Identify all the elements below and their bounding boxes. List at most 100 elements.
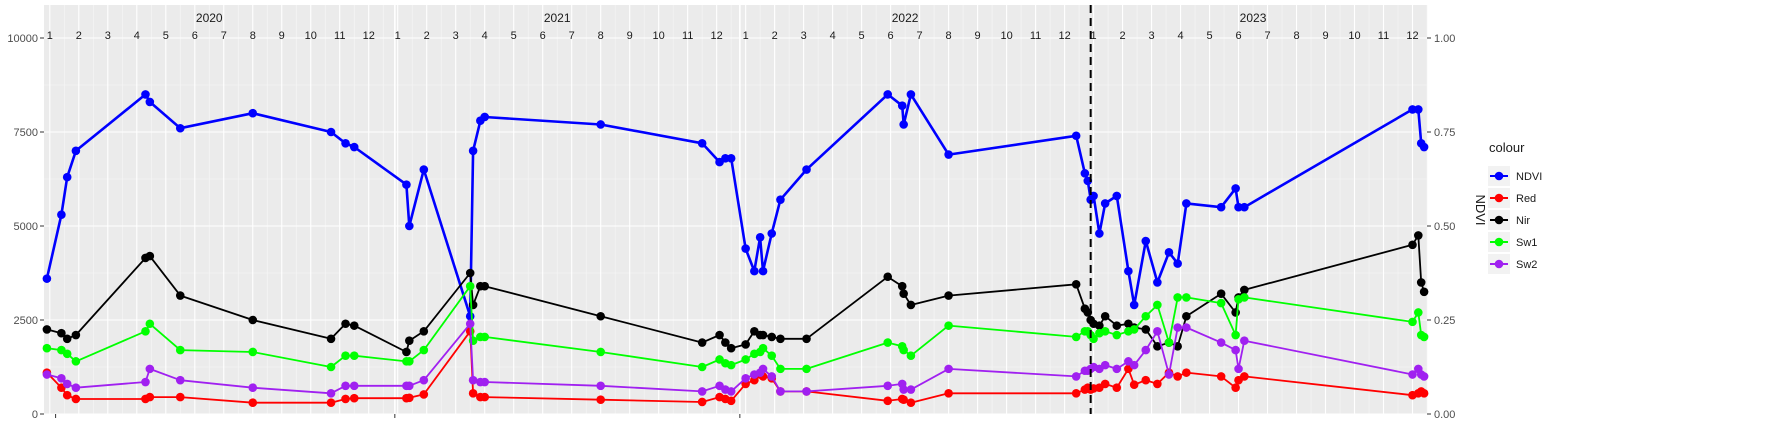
data-point-sw2 xyxy=(468,375,478,385)
month-label: 10 xyxy=(1348,30,1360,42)
series-ndvi xyxy=(42,90,1429,321)
y2-axis-title: NDVI xyxy=(1473,194,1488,225)
data-point-sw1 xyxy=(465,281,475,291)
month-label: 2 xyxy=(1120,30,1126,42)
data-point-nir xyxy=(405,336,414,345)
data-point-sw2 xyxy=(1182,323,1191,332)
data-point-nir xyxy=(145,251,155,261)
data-point-sw2 xyxy=(1408,370,1417,379)
month-label: 4 xyxy=(482,30,488,42)
data-point-red xyxy=(1182,368,1191,377)
data-point-sw2 xyxy=(419,375,429,385)
data-point-sw2 xyxy=(758,364,768,374)
data-point-sw1 xyxy=(596,347,605,357)
data-point-sw2 xyxy=(1112,364,1122,374)
data-point-sw2 xyxy=(175,375,185,385)
data-point-ndvi xyxy=(1141,236,1151,246)
month-label: 4 xyxy=(1177,30,1183,42)
y-tick-label: 0 xyxy=(32,409,38,421)
month-label: 6 xyxy=(1235,30,1241,42)
data-point-nir xyxy=(1419,287,1429,297)
month-label: 9 xyxy=(627,30,633,42)
data-point-sw2 xyxy=(141,377,150,387)
x-axis xyxy=(55,414,741,418)
data-point-nir xyxy=(1408,240,1417,250)
data-point-sw1 xyxy=(62,349,72,359)
data-point-nir xyxy=(767,332,777,342)
data-point-sw1 xyxy=(1164,338,1174,347)
data-point-nir xyxy=(697,338,707,347)
data-point-sw1 xyxy=(1419,332,1429,342)
data-point-ndvi xyxy=(1240,202,1249,212)
month-label: 12 xyxy=(711,30,723,42)
data-point-sw1 xyxy=(326,362,336,372)
data-point-nir xyxy=(1416,278,1426,287)
data-point-ndvi xyxy=(419,165,429,174)
month-label: 8 xyxy=(1293,30,1299,42)
data-point-nir xyxy=(71,330,81,340)
series-line-nir xyxy=(46,234,1425,353)
data-point-ndvi xyxy=(906,90,916,99)
data-point-sw2 xyxy=(405,381,414,391)
legend-label: NDVI xyxy=(1516,171,1542,183)
data-point-ndvi xyxy=(776,195,785,204)
year-label: 2023 xyxy=(1240,11,1267,25)
data-point-nir xyxy=(1231,308,1240,317)
data-point-sw2 xyxy=(906,385,916,394)
data-point-sw1 xyxy=(349,351,359,361)
data-point-sw1 xyxy=(1100,326,1110,336)
series-line-sw2 xyxy=(46,322,1425,395)
data-point-ndvi xyxy=(1095,229,1104,238)
legend-label: Sw1 xyxy=(1516,237,1537,249)
month-label: 2 xyxy=(76,30,82,42)
month-label: 3 xyxy=(453,30,459,42)
series-layer xyxy=(42,90,1429,408)
month-label: 4 xyxy=(830,30,836,42)
data-point-sw2 xyxy=(1071,372,1081,381)
data-point-nir xyxy=(465,268,475,278)
data-point-ndvi xyxy=(750,266,759,276)
month-label: 6 xyxy=(540,30,546,42)
month-label: 1 xyxy=(743,30,749,42)
legend-label: Sw2 xyxy=(1516,259,1537,271)
data-point-red xyxy=(419,390,429,399)
data-point-ndvi xyxy=(42,274,52,283)
data-point-nir xyxy=(899,289,908,298)
data-point-sw1 xyxy=(883,338,893,347)
data-point-nir xyxy=(776,334,785,344)
data-point-ndvi xyxy=(326,127,336,137)
y2-tick-label: 0.75 xyxy=(1434,127,1455,139)
data-point-sw1 xyxy=(1071,332,1081,342)
data-point-sw2 xyxy=(899,385,908,394)
data-point-ndvi xyxy=(899,120,908,129)
data-point-sw1 xyxy=(758,343,768,353)
data-point-sw2 xyxy=(145,364,155,374)
month-label: 5 xyxy=(511,30,517,42)
data-point-red xyxy=(468,389,478,398)
data-point-sw2 xyxy=(1234,364,1243,374)
data-point-sw1 xyxy=(944,321,953,330)
legend-key-point xyxy=(1494,259,1504,269)
year-label: 2020 xyxy=(196,11,223,25)
data-point-ndvi xyxy=(480,112,490,122)
data-point-ndvi xyxy=(468,146,478,156)
y-tick-label: 10000 xyxy=(7,33,38,45)
data-point-sw2 xyxy=(57,373,66,383)
data-point-red xyxy=(341,394,350,404)
data-point-nir xyxy=(57,328,66,338)
data-point-sw2 xyxy=(1240,336,1249,345)
data-point-ndvi xyxy=(726,154,736,163)
data-point-sw2 xyxy=(248,383,258,392)
data-point-red xyxy=(1112,383,1122,392)
month-label: 5 xyxy=(859,30,865,42)
data-point-sw1 xyxy=(419,345,429,355)
data-point-sw1 xyxy=(1153,300,1162,310)
month-label: 5 xyxy=(1206,30,1212,42)
data-point-nir xyxy=(480,281,490,291)
series-line-sw1 xyxy=(46,285,1425,370)
month-label: 1 xyxy=(395,30,401,42)
month-label: 7 xyxy=(221,30,227,42)
data-point-red xyxy=(405,393,414,403)
y-axis-left: 0 2500 5000 7500 10000 xyxy=(7,33,44,421)
data-point-nir xyxy=(468,300,478,310)
